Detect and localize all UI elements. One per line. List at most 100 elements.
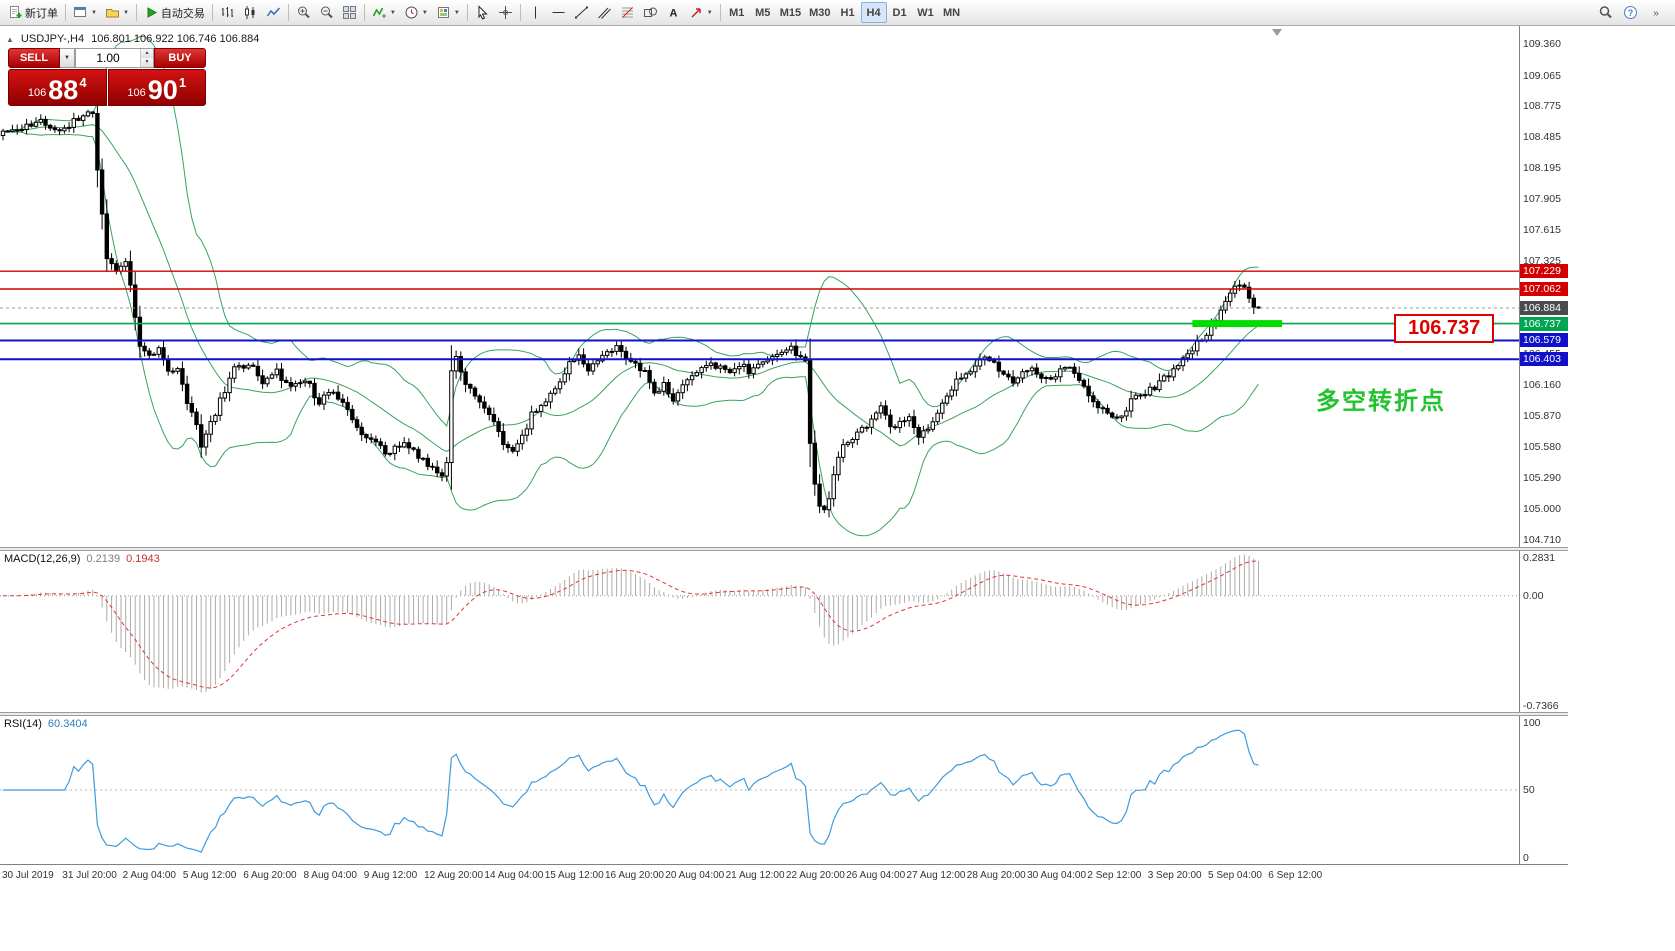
vertical-line-button[interactable] xyxy=(524,2,547,23)
zoom-out-icon xyxy=(319,5,334,20)
cursor-button[interactable] xyxy=(471,2,494,23)
channel-button[interactable] xyxy=(593,2,616,23)
svg-text:»: » xyxy=(1653,8,1659,19)
axis-label: 0.2831 xyxy=(1523,552,1556,564)
time-axis-label: 5 Aug 12:00 xyxy=(182,870,237,881)
chevrons-icon: » xyxy=(1651,5,1661,20)
volume-box: ▲ ▼ xyxy=(75,48,154,68)
volume-decrease-button[interactable]: ▼ xyxy=(141,58,153,67)
axis-label: -0.7366 xyxy=(1523,700,1559,712)
volume-increase-button[interactable]: ▲ xyxy=(141,49,153,58)
timeframe-mn-button[interactable]: MN xyxy=(939,2,965,23)
rsi-chart[interactable] xyxy=(0,716,1519,864)
zoom-in-button[interactable] xyxy=(292,2,315,23)
search-button[interactable] xyxy=(1594,2,1617,23)
timeframe-m30-button[interactable]: M30 xyxy=(805,2,834,23)
timeframe-w1-button[interactable]: W1 xyxy=(913,2,939,23)
time-axis-label: 8 Aug 04:00 xyxy=(303,870,357,881)
crosshair-button[interactable] xyxy=(494,2,517,23)
chevron-down-icon: ▼ xyxy=(453,9,460,16)
autotrading-button[interactable]: 自动交易 xyxy=(140,2,209,23)
volume-input[interactable] xyxy=(76,49,140,67)
timeframe-m1-button-label: M1 xyxy=(729,6,745,19)
fibonacci-button[interactable] xyxy=(616,2,639,23)
tile-windows-button[interactable] xyxy=(338,2,361,23)
buy-price-display[interactable]: 106 90 1 xyxy=(107,69,206,106)
channel-icon xyxy=(597,5,612,20)
horizontal-line-icon xyxy=(551,5,566,20)
time-axis-label: 3 Sep 20:00 xyxy=(1147,870,1202,881)
autotrading-button-label: 自动交易 xyxy=(160,7,205,20)
time-axis[interactable]: 30 Jul 2019 31 Jul 20:00 2 Aug 04:00 5 Aug … xyxy=(0,864,1568,886)
time-axis-label: 27 Aug 12:00 xyxy=(906,870,966,881)
sell-button[interactable]: SELL xyxy=(8,48,60,68)
axis-label: 107.905 xyxy=(1523,193,1561,206)
horizontal-line-button[interactable] xyxy=(547,2,570,23)
line-chart-button[interactable] xyxy=(262,2,285,23)
tile-windows-icon xyxy=(342,5,357,20)
text-button[interactable]: A xyxy=(662,2,685,23)
axis-label: 108.485 xyxy=(1523,131,1561,144)
toolbar-right-group: ?» xyxy=(1594,2,1671,23)
zoom-out-button[interactable] xyxy=(315,2,338,23)
turning-point-annotation: 多空转折点 xyxy=(1316,388,1446,415)
trendline-button[interactable] xyxy=(570,2,593,23)
toolbar-separator xyxy=(466,4,468,21)
timeframe-m5-button[interactable]: M5 xyxy=(750,2,776,23)
templates-button[interactable]: ▼ xyxy=(432,2,464,23)
timeframe-d1-button-label: D1 xyxy=(892,6,907,19)
axis-label: 105.290 xyxy=(1523,471,1561,484)
svg-text:A: A xyxy=(669,8,677,20)
toolbar-separator xyxy=(287,4,289,21)
cursor-icon xyxy=(475,5,490,20)
indicators-button[interactable]: ▼ xyxy=(368,2,400,23)
panel-splitter[interactable] xyxy=(0,712,1568,716)
timeframe-d1-button[interactable]: D1 xyxy=(887,2,913,23)
timeframe-m1-button[interactable]: M1 xyxy=(724,2,750,23)
timeframe-h4-button[interactable]: H4 xyxy=(860,2,887,23)
crosshair-icon xyxy=(498,5,513,20)
time-axis-label: 30 Jul 2019 xyxy=(2,870,54,881)
text-icon: A xyxy=(666,5,681,20)
time-axis-label: 15 Aug 12:00 xyxy=(544,870,604,881)
buy-button[interactable]: BUY xyxy=(154,48,206,68)
macd-chart[interactable] xyxy=(0,551,1519,712)
shapes-button[interactable] xyxy=(639,2,662,23)
bar-chart-button[interactable] xyxy=(216,2,239,23)
timeframe-h1-button[interactable]: H1 xyxy=(835,2,861,23)
fibonacci-icon xyxy=(620,5,635,20)
chart-shift-marker[interactable] xyxy=(1272,29,1282,36)
timeframe-w1-button-label: W1 xyxy=(917,6,934,19)
timeframe-m15-button[interactable]: M15 xyxy=(776,2,805,23)
timeframe-h1-button-label: H1 xyxy=(840,6,855,19)
new-chart-button[interactable]: ▼ xyxy=(69,2,101,23)
profiles-button[interactable]: ▼ xyxy=(101,2,133,23)
time-axis-label: 6 Aug 20:00 xyxy=(243,870,297,881)
periods-button[interactable]: ▼ xyxy=(400,2,432,23)
help-button[interactable]: ? xyxy=(1619,2,1642,23)
price-axis[interactable]: 109.360 109.065 108.775 108.485 108.195 107.9… xyxy=(1519,26,1568,864)
arrows-button[interactable]: ▼ xyxy=(685,2,717,23)
new-order-button[interactable]: 新订单 xyxy=(4,2,62,23)
timeframe-h4-button-label: H4 xyxy=(866,6,881,19)
clock-icon xyxy=(404,5,419,20)
time-axis-label: 22 Aug 20:00 xyxy=(785,870,845,881)
sell-price-display[interactable]: 106 88 4 xyxy=(8,69,107,106)
toolbar-overflow-button[interactable]: » xyxy=(1644,2,1667,23)
time-axis-label: 21 Aug 12:00 xyxy=(725,870,785,881)
magnifier-icon xyxy=(1598,5,1613,20)
volume-dropdown-button[interactable]: ▼ xyxy=(60,48,75,68)
indicators-icon xyxy=(372,5,387,20)
panel-splitter[interactable] xyxy=(0,547,1568,551)
chevron-down-icon: ▼ xyxy=(421,9,428,16)
sell-price-figure: 106 xyxy=(27,87,47,99)
macd-name: MACD(12,26,9) xyxy=(4,553,81,565)
collapse-panel-icon[interactable]: ▲ xyxy=(6,34,14,44)
time-axis-label: 28 Aug 20:00 xyxy=(966,870,1026,881)
price-marker: 106.403 xyxy=(1520,352,1568,367)
candlestick-chart-button[interactable] xyxy=(239,2,262,23)
chart-window[interactable]: 109.360 109.065 108.775 108.485 108.195 107.9… xyxy=(0,26,1568,886)
price-chart[interactable] xyxy=(0,26,1519,547)
price-callout[interactable]: 106.737 xyxy=(1394,314,1495,343)
time-axis-label: 9 Aug 12:00 xyxy=(363,870,418,881)
